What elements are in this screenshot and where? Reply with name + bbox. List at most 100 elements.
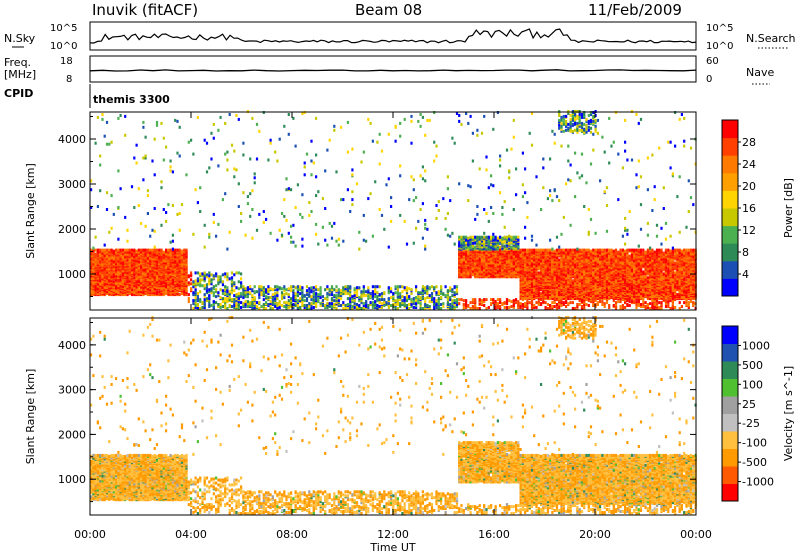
data-cell [410,115,412,118]
data-cell [445,217,447,220]
data-cell [231,291,233,294]
data-cell [433,300,435,303]
data-cell [551,199,553,202]
data-cell [365,300,367,303]
data-cell [210,273,212,276]
data-cell [522,195,524,198]
data-cell [142,121,144,124]
data-cell [204,274,206,277]
data-cell [217,278,219,281]
data-cell [233,273,235,276]
data-cell [424,245,426,248]
data-cell [299,285,301,288]
data-cell [276,239,278,242]
data-cell [372,140,374,143]
data-cell [508,306,510,309]
data-cell [126,285,128,288]
data-cell [488,306,490,309]
data-cell [540,249,542,252]
data-cell [224,275,226,278]
data-cell [231,287,233,290]
data-cell [204,293,206,296]
data-cell [417,295,419,298]
noise-left-tick-bottom: 10^0 [50,41,77,52]
data-cell [283,285,285,288]
data-cell [331,225,333,228]
data-cell [424,248,426,251]
data-cell [213,274,215,277]
data-cell [481,132,483,135]
data-cell [156,121,158,124]
data-cell [540,208,542,211]
data-cell [540,292,542,295]
data-cell [197,292,199,295]
data-cell [251,237,253,240]
data-cell [472,160,474,163]
data-cell [263,298,265,301]
data-cell [442,197,444,200]
data-cell [501,206,503,209]
data-cell [315,175,317,178]
data-cell [388,306,390,309]
data-cell [283,125,285,128]
data-cell [508,299,510,302]
data-cell [245,303,247,306]
data-cell [426,304,428,307]
data-cell [331,302,333,305]
data-cell [315,154,317,157]
data-cell [376,291,378,294]
data-cell [204,224,206,227]
data-cell [220,278,222,281]
data-cell [510,305,512,308]
data-cell [210,158,212,161]
noise-sky-trace [90,29,696,43]
data-cell [454,291,456,294]
data-cell [220,306,222,309]
data-cell [172,234,174,237]
data-cell [420,113,422,116]
data-cell [217,164,219,167]
data-cell [315,117,317,120]
data-cell [251,298,253,301]
data-cell [172,278,174,281]
data-cell [288,299,290,302]
data-cell [376,285,378,288]
data-cell [535,306,537,309]
data-cell [467,122,469,125]
data-cell [117,117,119,120]
data-cell [531,305,533,308]
data-cell [154,246,156,249]
data-cell [383,228,385,231]
data-cell [395,285,397,288]
data-cell [106,191,108,194]
data-cell [281,234,283,237]
data-cell [463,236,465,239]
data-cell [404,296,406,299]
data-cell [410,120,412,123]
data-cell [320,289,322,292]
data-cell [485,212,487,215]
data-cell [474,218,476,221]
data-cell [145,273,147,276]
data-cell [92,247,94,250]
data-cell [397,303,399,306]
data-cell [435,155,437,158]
data-cell [208,294,210,297]
data-cell [124,134,126,137]
data-cell [472,236,474,239]
data-cell [158,249,160,252]
data-cell [451,137,453,140]
data-cell [513,136,515,139]
data-cell [263,286,265,289]
data-cell [429,300,431,303]
data-cell [551,130,553,133]
data-cell [283,301,285,304]
data-cell [424,219,426,222]
data-cell [520,249,522,252]
data-cell [472,242,474,245]
data-cell [510,148,512,151]
data-cell [445,294,447,297]
data-cell [233,175,235,178]
data-cell [199,298,201,301]
data-cell [260,305,262,308]
